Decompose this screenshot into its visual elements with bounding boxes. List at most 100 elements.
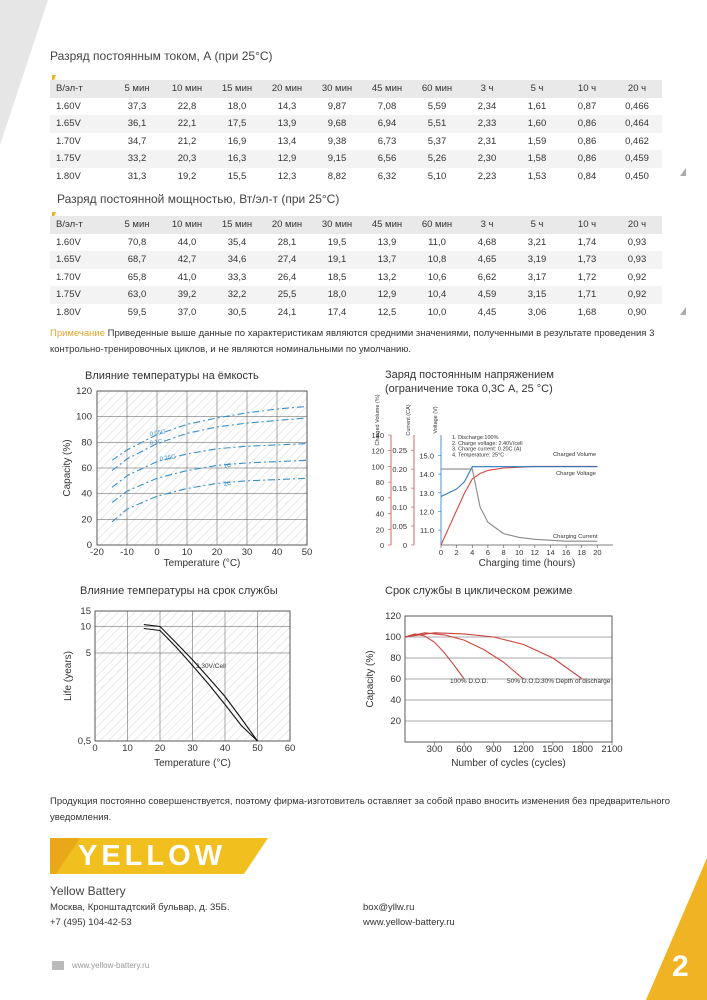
y-tick-label: 0,5 <box>78 736 91 747</box>
table-cell: 33,3 <box>227 271 247 283</box>
x-tick-label: 14 <box>546 548 554 557</box>
page-corner <box>646 858 707 1000</box>
table-cell: 1.75V <box>56 153 81 165</box>
table-cell: 22,8 <box>177 100 197 112</box>
y-tick-label: 20 <box>376 525 384 534</box>
x-tick-label: 900 <box>486 744 502 755</box>
table-cell: 1.65V <box>56 254 81 266</box>
x-tick-label: 0 <box>439 548 443 557</box>
x-tick-label: 2100 <box>601 744 622 755</box>
header-cell: 15 мин <box>221 83 253 95</box>
table-cell: 3,21 <box>527 236 547 248</box>
table-cell: 15,5 <box>227 170 247 182</box>
table-cell: 41,0 <box>177 271 197 283</box>
table-mark <box>52 212 56 222</box>
address: Москва, Кронштадтский бульвар, д. 35Б. <box>50 902 230 913</box>
table-cell: 8,82 <box>327 170 347 182</box>
x-tick-label: 10 <box>515 548 523 557</box>
y-tick-label: 100 <box>76 412 92 423</box>
series-label: Charging Current <box>553 534 598 540</box>
series-line <box>111 443 308 488</box>
table-cell: 42,7 <box>177 254 197 266</box>
header-cell: 45 мин <box>371 219 403 231</box>
table-cell: 28,1 <box>277 236 297 248</box>
table-cell: 0,93 <box>627 254 647 266</box>
x-axis-label: Charging time (hours) <box>479 558 576 569</box>
table-cell: 1.70V <box>56 135 81 147</box>
table-mark <box>52 75 56 85</box>
y-axis-label: Voltage (V) <box>433 406 439 433</box>
x-tick-label: 4 <box>470 548 474 557</box>
table-cell: 5,59 <box>427 100 447 112</box>
x-tick-label: 30 <box>242 547 253 558</box>
table-cell: 70,8 <box>127 236 147 248</box>
phone: +7 (495) 104-42-53 <box>50 917 132 928</box>
header-cell: 20 ч <box>627 83 647 95</box>
y-axis-label: Life (years) <box>63 651 74 701</box>
header-cell: 10 ч <box>577 83 597 95</box>
chart-title: Заряд постоянным напряжением <box>385 369 554 381</box>
table-cell: 34,7 <box>127 135 147 147</box>
y-axis-label: Charged Volume (%) <box>375 394 381 445</box>
table-cell: 16,9 <box>227 135 247 147</box>
y-tick-label: 0.10 <box>392 503 407 512</box>
table-cell: 19,5 <box>327 236 347 248</box>
email[interactable]: box@yllw.ru <box>363 902 415 913</box>
header-cell: 30 мин <box>321 83 353 95</box>
y-tick-label: 120 <box>76 386 92 397</box>
table-cell: 65,8 <box>127 271 147 283</box>
table-cell: 1.60V <box>56 236 81 248</box>
table-cell: 5,51 <box>427 118 447 130</box>
table-cell: 3,17 <box>527 271 547 283</box>
y-tick-label: 80 <box>376 478 384 487</box>
table-cell: 14,3 <box>277 100 297 112</box>
table-cell: 0,450 <box>625 170 649 182</box>
series-label: 0.25C <box>159 454 176 463</box>
header-cell: 5 мин <box>124 219 150 231</box>
header-cell: 30 мин <box>321 219 353 231</box>
table-cell: 36,1 <box>127 118 147 130</box>
table-title: Разряд постоянной мощностью, Вт/эл-т (пр… <box>57 192 340 206</box>
table-cell: 6,56 <box>377 153 397 165</box>
y-tick-label: 13.0 <box>419 489 434 498</box>
chart-title: Влияние температуры на ёмкость <box>85 370 259 382</box>
header-cell: 10 мин <box>171 83 203 95</box>
x-tick-label: 40 <box>272 547 283 558</box>
table-cell: 13,4 <box>277 135 297 147</box>
header-row: В/эл-т 5 мин 10 мин 15 мин 20 мин 30 мин 45 ми… <box>50 80 662 98</box>
table-cell: 39,2 <box>177 289 197 301</box>
table-cell: 19,2 <box>177 170 197 182</box>
table-cell: 6,32 <box>377 170 397 182</box>
website[interactable]: www.yellow-battery.ru <box>363 917 455 928</box>
table-cell: 19,1 <box>327 254 347 266</box>
x-tick-label: 600 <box>456 744 472 755</box>
x-axis-label: Temperature (°C) <box>154 758 231 769</box>
note: Примечание Приведенные выше данные по ха… <box>50 326 690 358</box>
x-tick-label: 12 <box>531 548 539 557</box>
table-mark <box>680 307 686 315</box>
y-tick-label: 11.0 <box>420 526 434 535</box>
x-tick-label: 0 <box>154 547 159 558</box>
page-number: 2 <box>672 950 689 983</box>
y-tick-label: 60 <box>390 674 401 685</box>
header-cell: 60 мин <box>421 83 453 95</box>
table-cell: 17,5 <box>227 118 247 130</box>
table-cell: 4,45 <box>477 306 497 318</box>
table-cell: 1.60V <box>56 100 81 112</box>
table-cell: 1.70V <box>56 271 81 283</box>
x-tick-label: 40 <box>220 743 231 754</box>
header-cell: 5 мин <box>124 83 150 95</box>
table-cell: 18,5 <box>327 271 347 283</box>
table-cell: 5,10 <box>427 170 447 182</box>
table-cell: 5,26 <box>427 153 447 165</box>
table-cell: 25,5 <box>277 289 297 301</box>
y-tick-label: 0 <box>380 541 384 550</box>
table-cell: 11,0 <box>428 236 446 248</box>
chart-subtitle: (ограничение тока 0,3С А, 25 °С) <box>385 383 553 395</box>
table-cell: 32,2 <box>227 289 247 301</box>
y-tick-label: 10 <box>80 621 91 632</box>
table-cell: 0,87 <box>577 100 597 112</box>
y-tick-label: 5 <box>86 648 91 659</box>
table-cell: 10,4 <box>427 289 447 301</box>
footer-url[interactable]: www.yellow-battery.ru <box>72 961 150 970</box>
